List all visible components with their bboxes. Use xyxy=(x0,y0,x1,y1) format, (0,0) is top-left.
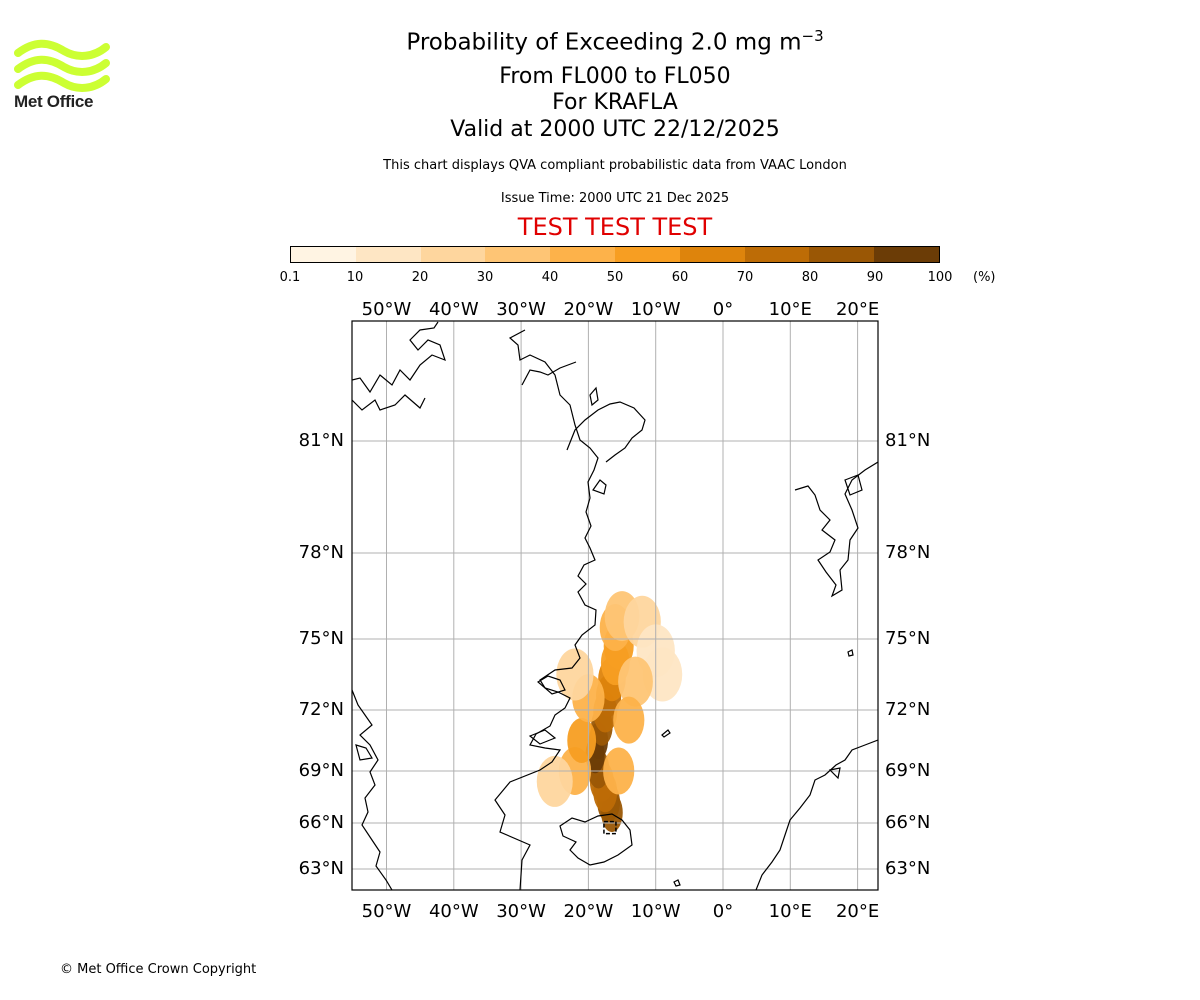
latitude-label: 66°N xyxy=(299,812,344,833)
latitude-label: 66°N xyxy=(885,812,930,833)
chart-description: This chart displays QVA compliant probab… xyxy=(383,158,847,173)
longitude-label: 30°W xyxy=(496,901,546,922)
coastlines xyxy=(352,321,878,890)
longitude-label: 20°W xyxy=(564,901,614,922)
longitude-label: 30°W xyxy=(496,299,546,320)
colorbar-unit: (%) xyxy=(973,270,996,285)
latitude-label: 63°N xyxy=(299,858,344,879)
colorbar-segment-9 xyxy=(874,247,939,262)
latitude-label: 69°N xyxy=(299,760,344,781)
plume-cell xyxy=(618,656,653,707)
plume-cell xyxy=(556,648,594,701)
colorbar-segment-8 xyxy=(809,247,875,262)
longitude-label: 10°W xyxy=(631,299,681,320)
volcano-name: For KRAFLA xyxy=(552,90,678,115)
colorbar-tick-label: 60 xyxy=(671,270,689,285)
iceland-coast xyxy=(559,813,633,866)
colorbar-segment-4 xyxy=(550,247,615,262)
colorbar-tick-label: 30 xyxy=(476,270,494,285)
longitude-label: 20°W xyxy=(564,299,614,320)
colorbar-tick-label: 40 xyxy=(541,270,559,285)
colorbar-tick-label: 50 xyxy=(606,270,624,285)
volcano-source-marker xyxy=(603,820,617,835)
longitude-label: 50°W xyxy=(362,901,412,922)
colorbar-tick-label: 90 xyxy=(866,270,884,285)
longitude-label: 0° xyxy=(713,901,733,922)
colorbar-tick-label: 10 xyxy=(346,270,364,285)
chart-title: Probability of Exceeding 2.0 mg m−3 xyxy=(406,27,824,56)
latitude-label: 78°N xyxy=(299,542,344,563)
colorbar-segment-0 xyxy=(291,247,356,262)
plume-cell xyxy=(642,647,683,702)
met-office-logo xyxy=(14,39,110,92)
colorbar-segment-7 xyxy=(744,247,810,262)
colorbar-tick-label: 70 xyxy=(736,270,754,285)
colorbar-segment-1 xyxy=(355,247,421,262)
colorbar-tick-label: 100 xyxy=(927,270,953,285)
latitude-label: 75°N xyxy=(885,628,930,649)
longitude-label: 10°W xyxy=(631,901,681,922)
colorbar-tick-label: 0.1 xyxy=(279,270,301,285)
longitude-label: 20°E xyxy=(836,299,879,320)
logo-wave-1 xyxy=(14,39,110,60)
latitude-label: 69°N xyxy=(885,760,930,781)
plume-cell xyxy=(567,718,597,763)
latitude-label: 81°N xyxy=(299,430,344,451)
longitude-label: 40°W xyxy=(429,901,479,922)
longitude-label: 10°E xyxy=(769,299,812,320)
norway-coast xyxy=(755,739,878,890)
colorbar-segment-3 xyxy=(485,247,551,262)
latitude-label: 72°N xyxy=(299,699,344,720)
met-office-wordmark: Met Office xyxy=(14,92,94,111)
latitude-label: 72°N xyxy=(885,699,930,720)
map-frame xyxy=(351,320,879,891)
colorbar-segment-6 xyxy=(679,247,745,262)
issue-time: Issue Time: 2000 UTC 21 Dec 2025 xyxy=(500,191,730,206)
source-box xyxy=(603,820,617,835)
longitude-label: 20°E xyxy=(836,901,879,922)
latitude-label: 63°N xyxy=(885,858,930,879)
colorbar-tick-label: 20 xyxy=(411,270,429,285)
longitude-label: 50°W xyxy=(362,299,412,320)
longitude-label: 10°E xyxy=(769,901,812,922)
valid-time: Valid at 2000 UTC 22/12/2025 xyxy=(450,117,780,142)
latitude-label: 78°N xyxy=(885,542,930,563)
graticule xyxy=(352,321,878,890)
colorbar xyxy=(290,246,940,263)
axis-labels: 50°W 50°W 40°W 40°W 30°W 30°W 20°W 20°W 10°W 10°W… xyxy=(299,299,931,922)
test-banner: TEST TEST TEST xyxy=(517,213,713,241)
colorbar-tick-label: 80 xyxy=(801,270,819,285)
longitude-label: 0° xyxy=(713,299,733,320)
svalbard-coast xyxy=(794,461,878,598)
logo-wave-3 xyxy=(14,71,110,92)
latitude-label: 75°N xyxy=(299,628,344,649)
copyright-notice: © Met Office Crown Copyright xyxy=(60,962,257,977)
logo-wave-2 xyxy=(14,55,110,76)
flight-level-range: From FL000 to FL050 xyxy=(499,64,731,89)
plume-cell xyxy=(613,696,645,744)
colorbar-segment-2 xyxy=(420,247,486,262)
latitude-label: 81°N xyxy=(885,430,930,451)
colorbar-segment-5 xyxy=(614,247,680,262)
greenland-coast xyxy=(494,329,599,890)
longitude-label: 40°W xyxy=(429,299,479,320)
plume-cell xyxy=(536,755,573,807)
